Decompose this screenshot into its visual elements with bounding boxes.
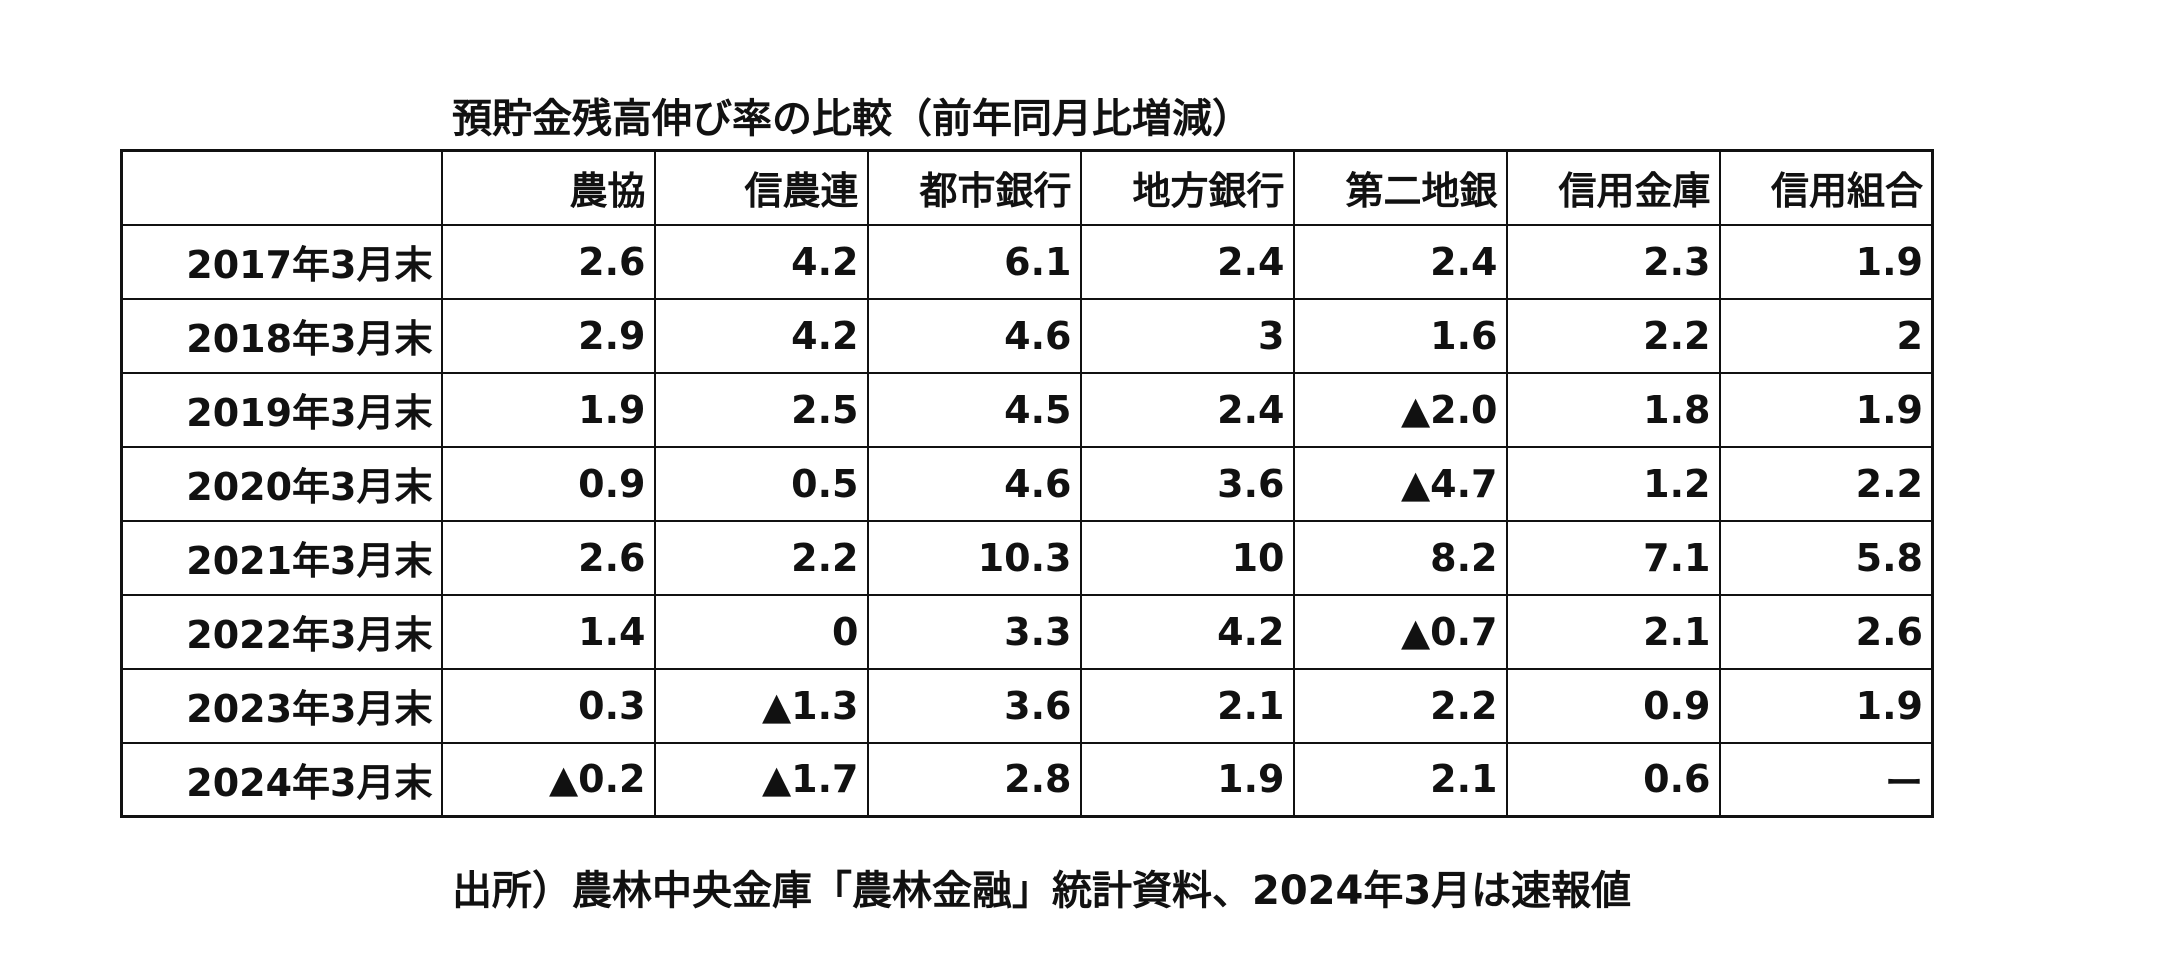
cell: 0.3 (440, 667, 656, 744)
cell: 6.1 (866, 223, 1082, 300)
cell: 2 (1718, 297, 1934, 374)
table-row: 2024年3月末 ▲0.2 ▲1.7 2.8 1.9 2.1 0.6 ー (120, 741, 1934, 818)
column-header: 都市銀行 (866, 149, 1082, 226)
cell: 2.1 (1292, 741, 1508, 818)
cell: 4.5 (866, 371, 1082, 448)
cell: ▲0.7 (1292, 593, 1508, 670)
row-label: 2022年3月末 (120, 593, 443, 670)
cell: 2.5 (653, 371, 869, 448)
table-row: 2021年3月末 2.6 2.2 10.3 10 8.2 7.1 5.8 (120, 519, 1934, 596)
cell: 1.9 (440, 371, 656, 448)
cell: 3.6 (866, 667, 1082, 744)
cell: ▲2.0 (1292, 371, 1508, 448)
cell: 2.2 (1718, 445, 1934, 522)
table-row: 2018年3月末 2.9 4.2 4.6 3 1.6 2.2 2 (120, 297, 1934, 374)
table-row: 2020年3月末 0.9 0.5 4.6 3.6 ▲4.7 1.2 2.2 (120, 445, 1934, 522)
cell: 2.8 (866, 741, 1082, 818)
cell: ▲4.7 (1292, 445, 1508, 522)
cell: 1.8 (1505, 371, 1721, 448)
cell: 0.5 (653, 445, 869, 522)
cell: ▲0.2 (440, 741, 656, 818)
cell: 2.6 (440, 223, 656, 300)
cell: 4.2 (653, 223, 869, 300)
cell: 1.2 (1505, 445, 1721, 522)
cell: 4.6 (866, 445, 1082, 522)
cell: 4.2 (1079, 593, 1295, 670)
row-label: 2020年3月末 (120, 445, 443, 522)
column-header: 第二地銀 (1292, 149, 1508, 226)
cell: 3.3 (866, 593, 1082, 670)
corner-cell (120, 149, 443, 226)
column-header: 地方銀行 (1079, 149, 1295, 226)
cell: 2.2 (653, 519, 869, 596)
cell: 0.6 (1505, 741, 1721, 818)
cell: 2.1 (1505, 593, 1721, 670)
cell: 0.9 (1505, 667, 1721, 744)
title: 預貯金残高伸び率の比較（前年同月比増減） (452, 96, 1252, 142)
cell: ▲1.3 (653, 667, 869, 744)
column-header: 信用金庫 (1505, 149, 1721, 226)
row-label: 2023年3月末 (120, 667, 443, 744)
cell: 2.2 (1505, 297, 1721, 374)
cell: 10 (1079, 519, 1295, 596)
row-label: 2019年3月末 (120, 371, 443, 448)
header-row: 農協 信農連 都市銀行 地方銀行 第二地銀 信用金庫 信用組合 (120, 149, 1934, 226)
cell: 4.2 (653, 297, 869, 374)
row-label: 2021年3月末 (120, 519, 443, 596)
cell: 1.9 (1718, 223, 1934, 300)
cell: 2.1 (1079, 667, 1295, 744)
row-label: 2018年3月末 (120, 297, 443, 374)
cell: 5.8 (1718, 519, 1934, 596)
cell: 7.1 (1505, 519, 1721, 596)
cell: 1.9 (1718, 371, 1934, 448)
row-label: 2017年3月末 (120, 223, 443, 300)
column-header: 農協 (440, 149, 656, 226)
table-row: 2019年3月末 1.9 2.5 4.5 2.4 ▲2.0 1.8 1.9 (120, 371, 1934, 448)
column-header: 信農連 (653, 149, 869, 226)
cell: ▲1.7 (653, 741, 869, 818)
cell: 2.4 (1079, 371, 1295, 448)
row-label: 2024年3月末 (120, 741, 443, 818)
cell: 3.6 (1079, 445, 1295, 522)
cell: ー (1718, 741, 1934, 818)
table-row: 2023年3月末 0.3 ▲1.3 3.6 2.1 2.2 0.9 1.9 (120, 667, 1934, 744)
cell: 2.4 (1079, 223, 1295, 300)
cell: 3 (1079, 297, 1295, 374)
cell: 1.6 (1292, 297, 1508, 374)
cell: 2.9 (440, 297, 656, 374)
cell: 8.2 (1292, 519, 1508, 596)
cell: 2.2 (1292, 667, 1508, 744)
cell: 0.9 (440, 445, 656, 522)
cell: 1.9 (1079, 741, 1295, 818)
cell: 1.9 (1718, 667, 1934, 744)
cell: 2.4 (1292, 223, 1508, 300)
cell: 4.6 (866, 297, 1082, 374)
cell: 0 (653, 593, 869, 670)
cell: 2.3 (1505, 223, 1721, 300)
source-note: 出所）農林中央金庫「農林金融」統計資料、2024年3月は速報値 (452, 868, 1632, 914)
table-row: 2017年3月末 2.6 4.2 6.1 2.4 2.4 2.3 1.9 (120, 223, 1934, 300)
table-row: 2022年3月末 1.4 0 3.3 4.2 ▲0.7 2.1 2.6 (120, 593, 1934, 670)
column-header: 信用組合 (1718, 149, 1934, 226)
cell: 2.6 (440, 519, 656, 596)
cell: 1.4 (440, 593, 656, 670)
cell: 2.6 (1718, 593, 1934, 670)
cell: 10.3 (866, 519, 1082, 596)
data-table: 農協 信農連 都市銀行 地方銀行 第二地銀 信用金庫 信用組合 2017年3月末 2.6 4.2… (120, 149, 1934, 818)
